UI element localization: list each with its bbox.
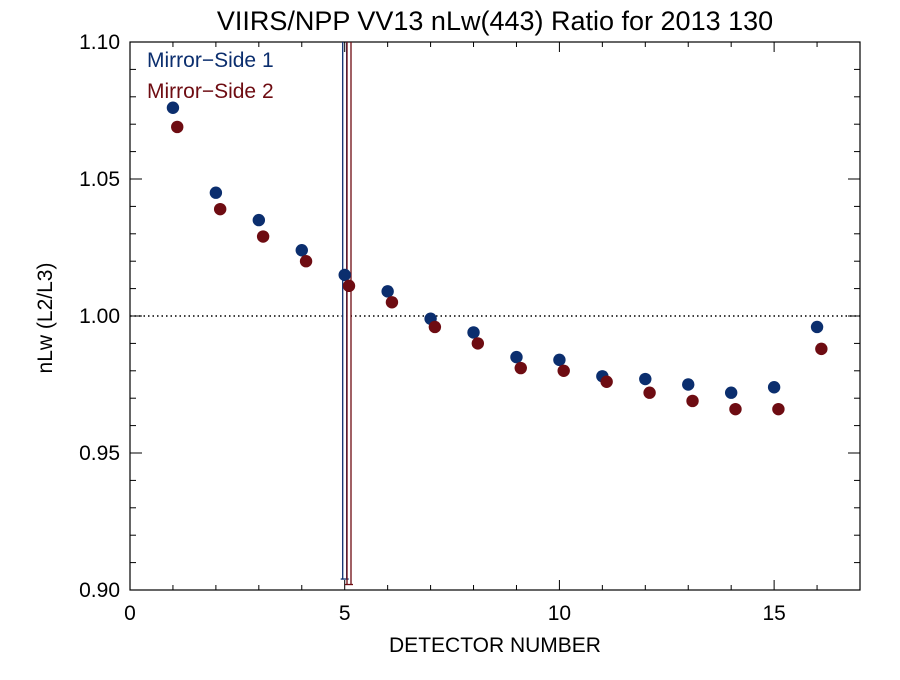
data-point-series-1 xyxy=(252,213,266,227)
data-point-series-2 xyxy=(686,394,699,408)
data-point-series-1 xyxy=(166,101,180,114)
x-tick-label: 0 xyxy=(124,602,136,625)
data-point-series-1 xyxy=(338,268,351,282)
data-point-series-1 xyxy=(682,378,695,391)
plot-area: 0 5 10 15 0.90 0.95 1.00 1.05 1.10 Mirror−Side 1 M… xyxy=(79,31,861,625)
data-point-series-2 xyxy=(815,342,828,356)
data-point-series-2 xyxy=(385,296,399,309)
data-point-series-2 xyxy=(729,402,742,416)
data-point-series-2 xyxy=(557,364,570,377)
data-point-series-1 xyxy=(810,320,824,334)
data-point-series-2 xyxy=(514,361,527,375)
chart-title: VIIRS/NPP VV13 nLw(443) Ratio for 2013 1… xyxy=(217,6,773,36)
data-point-series-2 xyxy=(256,230,270,243)
data-point-series-2 xyxy=(471,337,485,350)
x-tick-label: 15 xyxy=(762,602,785,625)
data-point-series-1 xyxy=(724,386,738,399)
data-point-series-2 xyxy=(299,255,313,268)
data-point-series-1 xyxy=(209,186,223,199)
data-point-series-2 xyxy=(428,320,442,334)
y-tick-label: 0.90 xyxy=(79,579,120,602)
data-point-series-2 xyxy=(171,120,184,134)
legend-entry-series-2: Mirror−Side 2 xyxy=(147,80,274,103)
y-tick-label: 1.10 xyxy=(79,31,120,54)
legend-entry-series-1: Mirror−Side 1 xyxy=(147,49,274,72)
y-tick-label: 1.05 xyxy=(79,168,120,191)
data-point-series-1 xyxy=(553,353,566,367)
x-axis-label: DETECTOR NUMBER xyxy=(389,634,601,657)
data-point-series-1 xyxy=(510,350,523,364)
data-point-series-1 xyxy=(639,372,652,386)
y-tick-label: 1.00 xyxy=(79,305,120,328)
data-point-series-1 xyxy=(467,326,480,339)
data-point-series-1 xyxy=(381,285,394,298)
y-axis-label: nLw (L2/L3) xyxy=(34,263,57,374)
data-point-series-2 xyxy=(342,279,356,293)
data-point-series-1 xyxy=(767,381,781,394)
data-point-series-2 xyxy=(643,386,656,399)
data-point-series-1 xyxy=(295,244,308,257)
data-point-series-2 xyxy=(213,202,227,216)
x-tick-label: 5 xyxy=(339,602,351,625)
y-tick-label: 0.95 xyxy=(79,442,120,465)
data-point-series-2 xyxy=(600,375,613,388)
x-tick-label: 10 xyxy=(548,602,571,625)
data-point-series-2 xyxy=(772,402,785,416)
